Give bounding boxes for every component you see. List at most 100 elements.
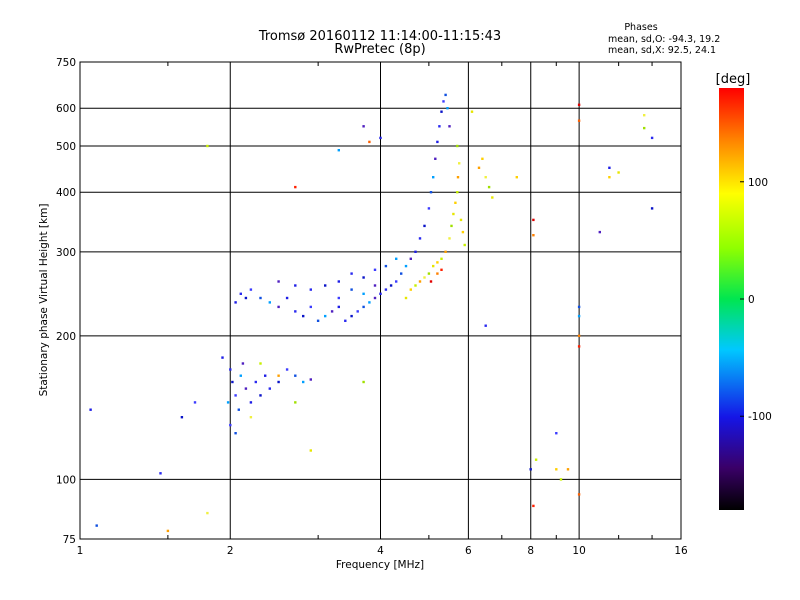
data-point bbox=[324, 284, 327, 287]
data-point bbox=[373, 268, 377, 271]
data-point bbox=[337, 296, 340, 300]
data-point bbox=[434, 157, 437, 160]
x-tick-label: 10 bbox=[572, 545, 585, 557]
data-point bbox=[608, 166, 611, 169]
phase-stats-title: Phases bbox=[624, 22, 657, 33]
data-point bbox=[249, 288, 253, 291]
data-point bbox=[166, 529, 170, 533]
data-point bbox=[277, 380, 280, 384]
data-point bbox=[239, 374, 242, 377]
data-point bbox=[259, 394, 262, 397]
data-point bbox=[481, 157, 484, 160]
x-tick-label: 16 bbox=[674, 545, 688, 557]
data-point bbox=[234, 301, 237, 304]
data-point bbox=[529, 468, 532, 471]
data-point bbox=[436, 272, 439, 275]
data-point bbox=[362, 292, 365, 295]
data-point bbox=[423, 224, 426, 228]
x-axis-label: Frequency [MHz] bbox=[336, 559, 424, 571]
data-point bbox=[429, 280, 433, 283]
data-point bbox=[577, 103, 581, 106]
data-point bbox=[180, 416, 184, 419]
data-point bbox=[436, 261, 439, 264]
data-point bbox=[577, 314, 581, 318]
chart-title: Tromsø 20160112 11:14:00-11:15:43 bbox=[258, 29, 501, 44]
y-tick-label: 600 bbox=[56, 103, 76, 115]
data-point bbox=[193, 401, 197, 404]
y-tick-label: 100 bbox=[56, 474, 76, 486]
data-point bbox=[440, 268, 443, 271]
data-point bbox=[409, 288, 412, 291]
data-point bbox=[362, 380, 365, 384]
data-point bbox=[432, 264, 435, 268]
data-point bbox=[337, 149, 340, 152]
data-point bbox=[285, 296, 289, 300]
colorbar-tick-label: -100 bbox=[748, 411, 772, 423]
data-point bbox=[350, 288, 353, 291]
data-point bbox=[350, 314, 353, 318]
data-point bbox=[418, 237, 422, 240]
data-point bbox=[379, 292, 382, 295]
data-point bbox=[350, 272, 353, 275]
grid-lines bbox=[80, 62, 681, 539]
data-point bbox=[448, 237, 451, 240]
data-point bbox=[362, 125, 365, 128]
data-point bbox=[249, 416, 253, 419]
data-point bbox=[254, 380, 257, 384]
x-tick-label: 6 bbox=[465, 545, 472, 557]
data-point bbox=[285, 368, 289, 371]
data-point bbox=[330, 310, 334, 313]
data-point bbox=[309, 449, 312, 452]
data-point bbox=[268, 387, 271, 390]
data-point bbox=[429, 191, 433, 194]
data-point bbox=[231, 380, 234, 384]
data-point bbox=[229, 423, 232, 427]
data-point bbox=[598, 230, 601, 234]
data-point bbox=[206, 511, 209, 515]
data-point bbox=[337, 305, 340, 309]
data-point bbox=[277, 374, 280, 377]
data-point bbox=[309, 288, 312, 291]
data-point bbox=[555, 432, 558, 435]
data-point bbox=[373, 284, 377, 287]
data-point bbox=[438, 125, 441, 128]
data-point bbox=[555, 468, 558, 471]
data-point bbox=[456, 176, 460, 179]
data-point bbox=[534, 458, 538, 461]
data-point bbox=[577, 345, 581, 348]
chart-subtitle: RwPretec (8p) bbox=[334, 42, 425, 57]
data-points bbox=[89, 93, 654, 533]
data-point bbox=[264, 374, 267, 377]
data-point bbox=[436, 140, 439, 144]
colorbar-label: [deg] bbox=[716, 72, 751, 87]
data-point bbox=[427, 272, 431, 275]
data-point bbox=[344, 319, 347, 322]
data-point bbox=[444, 250, 447, 253]
data-point bbox=[302, 314, 305, 318]
y-tick-label: 200 bbox=[56, 331, 76, 343]
data-point bbox=[362, 305, 365, 309]
data-point bbox=[650, 207, 654, 210]
colorbar-tick-label: 100 bbox=[748, 177, 768, 189]
data-point bbox=[294, 310, 297, 313]
data-point bbox=[241, 362, 245, 365]
y-tick-label: 400 bbox=[56, 187, 76, 199]
data-point bbox=[379, 136, 382, 140]
data-point bbox=[221, 356, 224, 359]
data-point bbox=[294, 401, 297, 404]
data-point bbox=[384, 288, 388, 291]
phase-stats-o: mean, sd,O: -94.3, 19.2 bbox=[608, 34, 720, 45]
data-point bbox=[226, 401, 230, 404]
data-point bbox=[463, 243, 466, 247]
data-point bbox=[259, 362, 262, 365]
data-point bbox=[89, 408, 92, 411]
data-point bbox=[477, 166, 481, 169]
data-point bbox=[277, 305, 280, 309]
data-point bbox=[414, 284, 417, 287]
y-axis-label: Stationary phase Virtual Height [km] bbox=[38, 204, 50, 397]
data-point bbox=[452, 212, 455, 216]
data-point bbox=[302, 380, 305, 384]
data-point bbox=[395, 280, 398, 283]
data-point bbox=[368, 140, 371, 144]
